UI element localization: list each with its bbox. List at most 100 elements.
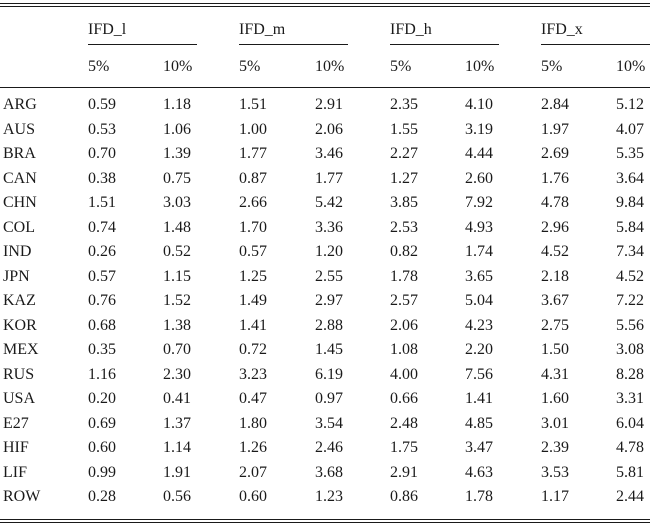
country-cell: MEX (3, 341, 39, 358)
value-cell: 2.66 (239, 194, 267, 211)
value-cell: 2.53 (390, 218, 418, 236)
header-rule (0, 87, 650, 88)
value-cell: 0.72 (239, 341, 267, 358)
table-row: HIF 0.60 1.14 1.26 2.46 1.75 3.47 2.39 4.78 (0, 436, 650, 460)
value-cell: 1.38 (163, 316, 191, 334)
sub-header-3-0: 5% (541, 58, 563, 75)
group-underline-0 (88, 44, 197, 45)
country-cell: KAZ (3, 292, 36, 309)
value-cell: 1.45 (315, 341, 343, 358)
value-cell: 0.28 (88, 488, 116, 505)
sub-header-2-0: 5% (390, 58, 412, 75)
value-cell: 4.78 (541, 194, 569, 211)
value-cell: 3.36 (315, 218, 343, 236)
value-cell: 0.56 (163, 488, 191, 505)
value-cell: 4.10 (465, 96, 493, 113)
value-cell: 4.63 (465, 463, 493, 481)
value-cell: 7.92 (465, 194, 493, 211)
value-cell: 0.70 (88, 145, 116, 162)
value-cell: 2.46 (315, 439, 343, 456)
value-cell: 2.35 (390, 96, 418, 113)
value-cell: 1.70 (239, 218, 267, 236)
country-cell: RUS (3, 365, 35, 383)
value-cell: 1.52 (163, 292, 191, 309)
value-cell: 7.34 (616, 243, 644, 260)
table-row: JPN 0.57 1.15 1.25 2.55 1.78 3.65 2.18 4.52 (0, 265, 650, 289)
value-cell: 0.53 (88, 120, 116, 138)
country-cell: USA (3, 390, 36, 407)
value-cell: 3.01 (541, 414, 569, 432)
value-cell: 0.60 (239, 488, 267, 505)
table-row: ARG 0.59 1.18 1.51 2.91 2.35 4.10 2.84 5.12 (0, 93, 650, 117)
value-cell: 3.85 (390, 194, 418, 211)
value-cell: 1.16 (88, 365, 116, 383)
sub-header-0-0: 5% (88, 58, 110, 75)
value-cell: 2.06 (390, 316, 418, 334)
country-cell: CHN (3, 194, 37, 211)
value-cell: 2.07 (239, 463, 267, 481)
table-row: E27 0.69 1.37 1.80 3.54 2.48 4.85 3.01 6.04 (0, 412, 650, 436)
value-cell: 1.14 (163, 439, 191, 456)
value-cell: 2.48 (390, 414, 418, 432)
country-cell: KOR (3, 316, 37, 334)
value-cell: 6.19 (315, 365, 343, 383)
value-cell: 2.06 (315, 120, 343, 138)
sub-header-2-1: 10% (465, 58, 495, 75)
value-cell: 8.28 (616, 365, 644, 383)
table-row: LIF 0.99 1.91 2.07 3.68 2.91 4.63 3.53 5.81 (0, 461, 650, 485)
sub-header-0-1: 10% (163, 58, 193, 75)
table-row: RUS 1.16 2.30 3.23 6.19 4.00 7.56 4.31 8.28 (0, 363, 650, 387)
group-underline-1 (239, 44, 348, 45)
group-header-0: IFD_l (88, 21, 127, 38)
value-cell: 0.57 (88, 267, 116, 285)
group-header-1: IFD_m (239, 21, 286, 38)
value-cell: 5.42 (315, 194, 343, 211)
country-cell: BRA (3, 145, 36, 162)
table-row: KAZ 0.76 1.52 1.49 2.97 2.57 5.04 3.67 7.22 (0, 289, 650, 313)
value-cell: 5.12 (616, 96, 644, 113)
value-cell: 3.68 (315, 463, 343, 481)
value-cell: 5.35 (616, 145, 644, 162)
value-cell: 1.76 (541, 169, 569, 187)
value-cell: 2.44 (616, 488, 644, 505)
table-row: MEX 0.35 0.70 0.72 1.45 1.08 2.20 1.50 3.08 (0, 338, 650, 362)
value-cell: 0.87 (239, 169, 267, 187)
value-cell: 2.91 (315, 96, 343, 113)
group-header-2: IFD_h (390, 21, 432, 38)
value-cell: 5.84 (616, 218, 644, 236)
value-cell: 2.97 (315, 292, 343, 309)
value-cell: 3.08 (616, 341, 644, 358)
value-cell: 1.39 (163, 145, 191, 162)
sub-header-3-1: 10% (616, 58, 646, 75)
value-cell: 3.46 (315, 145, 343, 162)
value-cell: 0.82 (390, 243, 418, 260)
value-cell: 2.75 (541, 316, 569, 334)
country-cell: JPN (3, 267, 30, 285)
value-cell: 2.30 (163, 365, 191, 383)
value-cell: 1.37 (163, 414, 191, 432)
group-header-3: IFD_x (541, 21, 583, 38)
value-cell: 1.77 (239, 145, 267, 162)
value-cell: 2.91 (390, 463, 418, 481)
value-cell: 2.88 (315, 316, 343, 334)
value-cell: 4.07 (616, 120, 644, 138)
value-cell: 0.66 (390, 390, 418, 407)
country-cell: CAN (3, 169, 37, 187)
value-cell: 3.64 (616, 169, 644, 187)
group-underline-2 (390, 44, 499, 45)
value-cell: 4.00 (390, 365, 418, 383)
value-cell: 2.27 (390, 145, 418, 162)
value-cell: 0.86 (390, 488, 418, 505)
value-cell: 2.96 (541, 218, 569, 236)
value-cell: 1.49 (239, 292, 267, 309)
country-cell: ROW (3, 488, 41, 505)
value-cell: 1.50 (541, 341, 569, 358)
value-cell: 0.69 (88, 414, 116, 432)
value-cell: 5.04 (465, 292, 493, 309)
value-cell: 2.84 (541, 96, 569, 113)
value-cell: 2.60 (465, 169, 493, 187)
value-cell: 1.18 (163, 96, 191, 113)
value-cell: 7.56 (465, 365, 493, 383)
value-cell: 0.60 (88, 439, 116, 456)
